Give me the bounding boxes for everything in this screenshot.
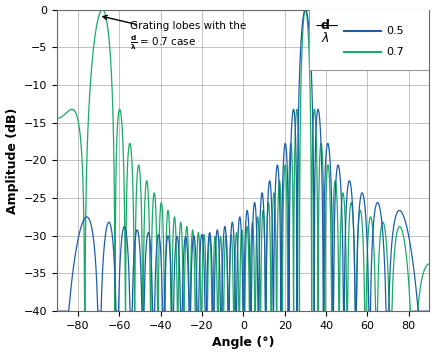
Text: 0.5: 0.5 xyxy=(386,26,403,36)
Y-axis label: Amplitude (dB): Amplitude (dB) xyxy=(6,107,19,214)
FancyBboxPatch shape xyxy=(308,6,434,70)
Text: 0.7: 0.7 xyxy=(386,47,404,57)
Text: d: d xyxy=(320,18,329,32)
Text: $\lambda$: $\lambda$ xyxy=(320,31,329,45)
Text: Grating lobes with the
$\mathbf{\frac{d}{\lambda}}$ = 0.7 case: Grating lobes with the $\mathbf{\frac{d}… xyxy=(103,16,245,52)
X-axis label: Angle (°): Angle (°) xyxy=(212,337,274,349)
